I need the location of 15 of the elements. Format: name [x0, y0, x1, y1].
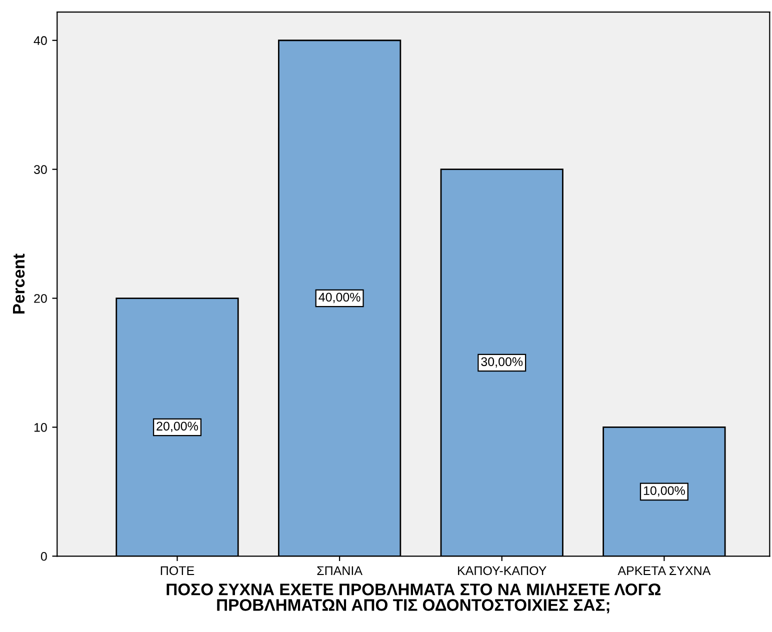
y-tick-label: 10	[34, 423, 47, 432]
y-tick-label: 20	[34, 294, 47, 303]
x-tick-label: ΣΠΑΝΙΑ	[317, 566, 362, 575]
data-label: 30,00%	[481, 357, 523, 368]
y-axis-title: Percent	[13, 254, 25, 314]
y-tick-label: 40	[34, 36, 47, 46]
x-tick-label: ΚΑΠΟΥ-ΚΑΠΟΥ	[458, 566, 546, 576]
x-tick-label: ΑΡΚΕΤΑ ΣΥΧΝΑ	[618, 566, 711, 575]
data-label: 40,00%	[318, 292, 360, 304]
x-tick-label: ΠΟΤΕ	[160, 566, 194, 576]
x-axis-title: ΠΟΣΟ ΣΥΧΝΑ ΕΧΕΤΕ ΠΡΟΒΛΗΜΑΤΑ ΣΤΟ ΝΑ ΜΙΛΗΣΕΤΕ ΛΟΓΩ ΠΡΟΒΛΗΜΑΤΩΝ ΑΠΟ ΤΙΣ ΟΔΟΝΤΟΣΤΟΙΧΙΕΣ ΣΑΣ;	[166, 584, 661, 614]
y-tick-label: 30	[34, 165, 47, 174]
y-tick-label: 0	[40, 552, 47, 561]
data-label: 20,00%	[156, 422, 198, 432]
data-label: 10,00%	[644, 486, 685, 497]
